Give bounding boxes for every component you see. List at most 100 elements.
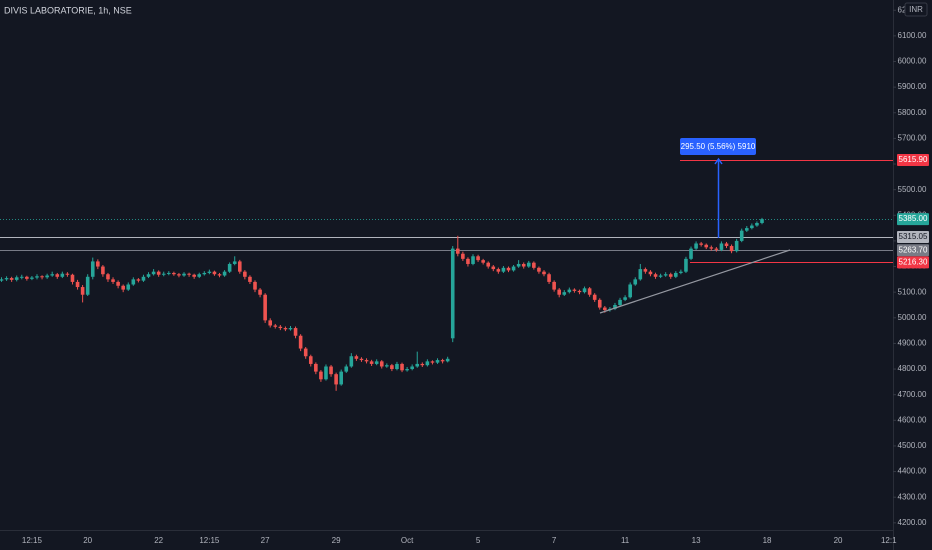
candle-body [684,258,688,272]
candle-body [699,243,703,245]
trend-line [599,249,791,314]
x-tick-label: Oct [401,536,414,545]
candle-body [9,278,14,280]
candle-body [329,366,333,375]
candle-body [30,277,34,279]
candle-body [243,271,247,277]
candle-body [324,366,328,380]
candle-body [263,294,267,321]
candle-body [552,281,556,290]
y-tick-label: 4900.00 [898,339,927,348]
candle-body [131,279,136,285]
candle-body [501,267,506,272]
candle-body [121,285,125,290]
candle-body [709,247,714,249]
y-tick-label: 5800.00 [898,108,927,117]
candle-body [237,261,242,272]
candle-body [25,276,29,279]
candle-body [288,328,293,330]
candle-body [714,248,719,250]
currency-box [904,2,928,17]
candle-body [440,360,445,362]
candle-body [232,261,237,264]
candle-body [476,256,480,261]
candle-body [674,272,678,277]
y-tick-label: 4300.00 [898,492,927,501]
candle-body [319,371,323,380]
candle-body [628,284,632,298]
x-tick-label: 12:15 [199,536,220,545]
candle-body [486,262,491,267]
candle-body [283,328,288,330]
price-label: 5216.30 [899,257,928,266]
candle-body [577,290,582,293]
candle-body [207,271,212,273]
currency-label: INR [909,5,923,14]
candle-body [405,369,409,371]
candle-body [35,276,39,278]
x-tick-label: 12:1 [881,536,897,545]
candle-body [308,356,313,364]
price-label-box [897,231,929,244]
y-tick-label: 5900.00 [898,82,927,91]
y-tick-label: 5000.00 [898,313,927,322]
candle-body [466,258,470,264]
candle-body [172,272,176,275]
x-tick-label: 29 [332,536,341,545]
candle-body [197,274,202,277]
candle-body [430,361,435,363]
candle-body [334,374,338,385]
candle-body [603,307,607,311]
candle-body [760,219,764,223]
candle-body [273,325,278,327]
candle-body [141,276,146,281]
y-tick-label: 4800.00 [898,364,927,373]
candle-body [587,288,592,295]
y-tick-label: 5500.00 [898,185,927,194]
candle-body [567,289,572,293]
candle-body [268,320,273,326]
candle-body [532,262,536,268]
candle-body [253,281,257,290]
candle-body [390,365,394,370]
y-tick-label: 6000.00 [898,57,927,66]
candle-body [689,248,693,259]
candle-body [217,274,222,276]
candle-body [111,279,115,282]
candle-body [50,274,54,276]
candle-body [344,366,349,372]
price-label: 5315.05 [899,232,928,241]
candle-body [506,267,511,271]
candle-body [511,266,516,271]
candle-body [349,356,354,367]
candle-body [643,269,648,272]
candle-body [420,363,425,366]
candle-body [19,276,24,278]
x-tick-label: 20 [834,536,843,545]
candle-body [633,279,638,285]
candle-body [96,261,100,267]
y-tick-label: 4200.00 [898,518,927,527]
candle-body [653,274,658,277]
candle-body [167,272,171,274]
candle-body [516,263,521,267]
x-tick-label: 18 [763,536,772,545]
candle-body [663,274,668,276]
candle-body [557,289,561,295]
candle-body [537,267,541,272]
x-tick-label: 7 [552,536,557,545]
candle-body [354,356,359,359]
x-tick-label: 5 [476,536,481,545]
candle-body [395,363,399,370]
y-tick-label: 4700.00 [898,390,927,399]
candle-body [658,275,663,277]
plot [0,160,893,391]
candle-body [45,275,49,278]
measure-box [680,138,756,155]
measure-label: 295.50 (5.56%) 5910 [681,142,756,151]
candle-body [339,371,343,385]
candle-body [106,274,110,280]
price-label: 5385.00 [899,214,928,223]
candle-body [187,273,191,275]
